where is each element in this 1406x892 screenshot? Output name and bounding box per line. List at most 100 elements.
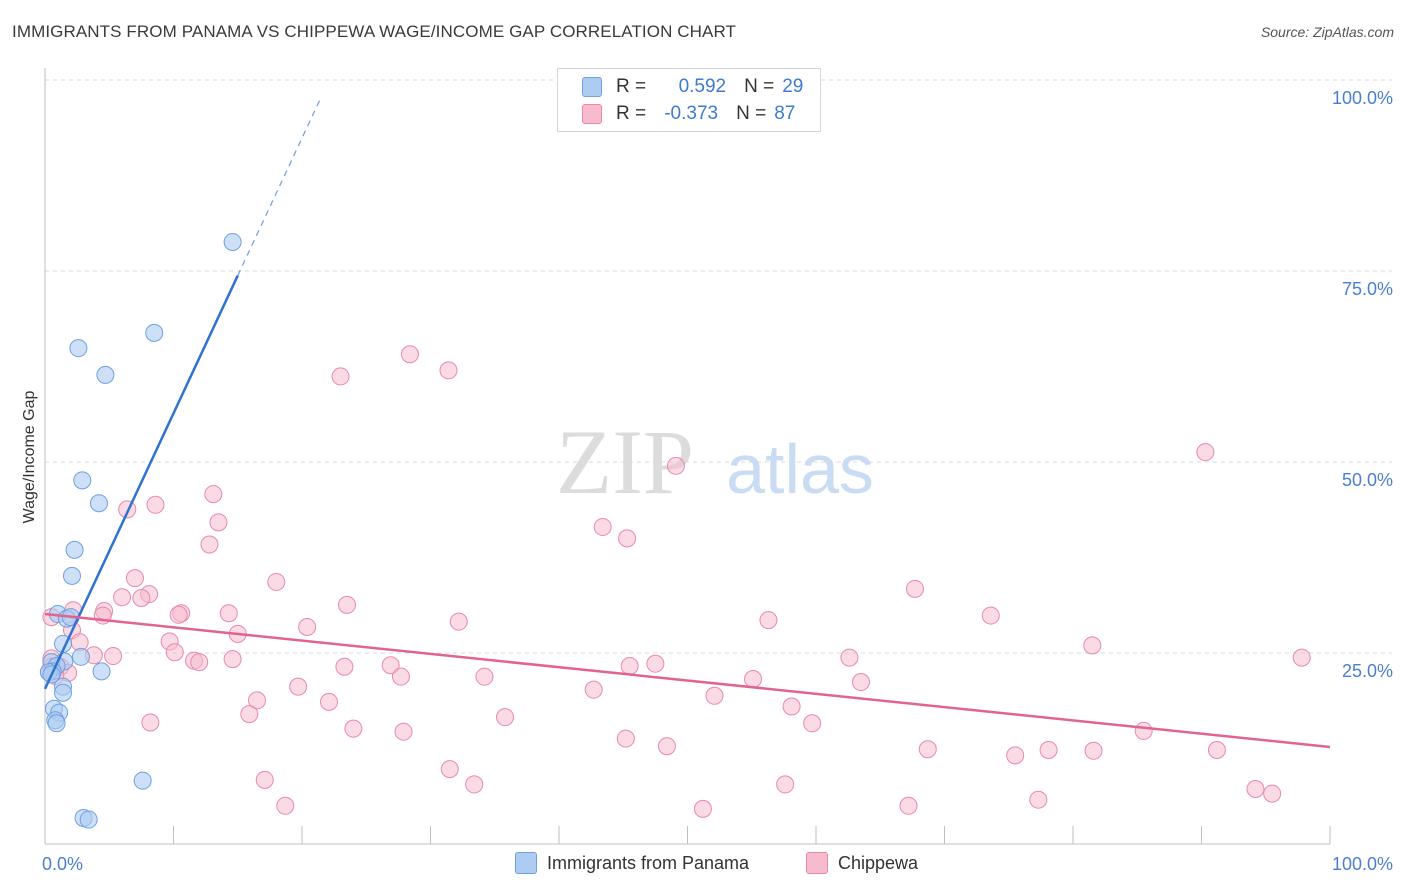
legend-r-value: -0.373 [664, 103, 719, 124]
chippewa-point [190, 653, 209, 672]
panama-points [39, 232, 242, 829]
chippewa-point [223, 650, 242, 669]
panama-point [145, 323, 164, 342]
chippewa-point [169, 605, 188, 624]
legend-swatch-pink [806, 852, 828, 874]
chippewa-points [39, 345, 1311, 818]
chippewa-point [439, 361, 458, 380]
panama-point [89, 494, 108, 513]
chippewa-point [146, 495, 165, 514]
chippewa-point [981, 606, 1000, 625]
source-label: Source: ZipAtlas.com [1260, 24, 1394, 40]
legend-row-chippewa: R = -0.373 N = 87 [582, 102, 795, 126]
x-tick-label-max: 100.0% [1332, 854, 1393, 874]
axes [44, 68, 1331, 845]
legend-row-panama: R = 0.592 N = 29 [582, 75, 803, 99]
chippewa-point [593, 517, 612, 536]
y-tick-label: 50.0% [1342, 470, 1393, 490]
chippewa-point [381, 656, 400, 675]
panama-point [62, 566, 81, 585]
chippewa-point [344, 719, 363, 738]
chippewa-point [782, 697, 801, 716]
chippewa-point [319, 692, 338, 711]
grid-lines [45, 79, 1392, 654]
chippewa-point [200, 535, 219, 554]
panama-point [71, 647, 90, 666]
chippewa-point [705, 686, 724, 705]
chippewa-point [276, 796, 295, 815]
chippewa-point [620, 656, 639, 675]
chippewa-point [400, 345, 419, 364]
legend-n-value: 87 [774, 103, 796, 124]
correlation-legend: R = 0.592 N = 29 R = -0.373 N = 87 [557, 68, 821, 132]
chippewa-point [693, 799, 712, 818]
chippewa-point [165, 643, 184, 662]
chippewa-point [666, 456, 685, 475]
y-tick-label: 25.0% [1342, 661, 1393, 681]
legend-swatch-blue [582, 77, 602, 97]
panama-point [53, 683, 72, 702]
legend-r-label: R = [616, 76, 647, 97]
chippewa-point [141, 713, 160, 732]
panama-point [96, 365, 115, 384]
panama-trend-line [43, 275, 239, 690]
chippewa-point [132, 588, 151, 607]
panama-point [133, 771, 152, 790]
chippewa-point [1196, 443, 1215, 462]
chippewa-point [104, 647, 123, 666]
legend-swatch-pink [582, 104, 602, 124]
chippewa-point [113, 588, 132, 607]
chippewa-point [267, 572, 286, 591]
chippewa-point [331, 367, 350, 386]
chippewa-point [618, 529, 637, 548]
chippewa-point [475, 667, 494, 686]
chippewa-point [657, 737, 676, 756]
chippewa-point [646, 654, 665, 673]
chippewa-point [394, 722, 413, 741]
x-tick-label-min: 0.0% [42, 854, 83, 874]
chippewa-point [840, 648, 859, 667]
watermark-atlas: atlas [726, 430, 874, 508]
chippewa-point [391, 667, 410, 686]
chippewa-point [905, 579, 924, 598]
legend-label-chippewa: Chippewa [838, 852, 919, 873]
panama-point [73, 471, 92, 490]
series-legend: Immigrants from Panama Chippewa [0, 852, 1406, 878]
chippewa-point [1039, 741, 1058, 760]
chippewa-point [255, 770, 274, 789]
legend-r-label: R = [616, 103, 647, 124]
chippewa-point [440, 760, 459, 779]
chippewa-point [449, 612, 468, 631]
chippewa-point [918, 740, 937, 759]
trend-lines [43, 96, 1331, 749]
chippewa-point [1134, 721, 1153, 740]
chippewa-point [335, 657, 354, 676]
chippewa-point [204, 485, 223, 504]
chippewa-point [1084, 741, 1103, 760]
chippewa-point [240, 705, 259, 724]
chippewa-point [584, 680, 603, 699]
legend-n-label: N = [736, 103, 767, 124]
panama-point [79, 810, 98, 829]
legend-item-chippewa[interactable]: Chippewa [806, 852, 918, 874]
chippewa-point [759, 611, 778, 630]
chippewa-point [248, 691, 267, 710]
chippewa-point [776, 775, 795, 794]
panama-point [69, 339, 88, 358]
chippewa-point [899, 796, 918, 815]
chippewa-point [337, 595, 356, 614]
legend-r-value: 0.592 [678, 76, 727, 97]
chippewa-point [465, 775, 484, 794]
chippewa-point [125, 569, 144, 588]
y-axis-label: Wage/Income Gap [21, 391, 38, 524]
legend-item-panama[interactable]: Immigrants from Panama [515, 852, 749, 874]
y-tick-label: 100.0% [1332, 88, 1393, 108]
legend-label-panama: Immigrants from Panama [547, 852, 750, 873]
panama-trend-extension [237, 96, 322, 276]
panama-point [223, 232, 242, 251]
legend-n-label: N = [744, 76, 775, 97]
chippewa-point [744, 669, 763, 688]
y-tick-label: 75.0% [1342, 279, 1393, 299]
chippewa-trend-line [44, 612, 1331, 749]
